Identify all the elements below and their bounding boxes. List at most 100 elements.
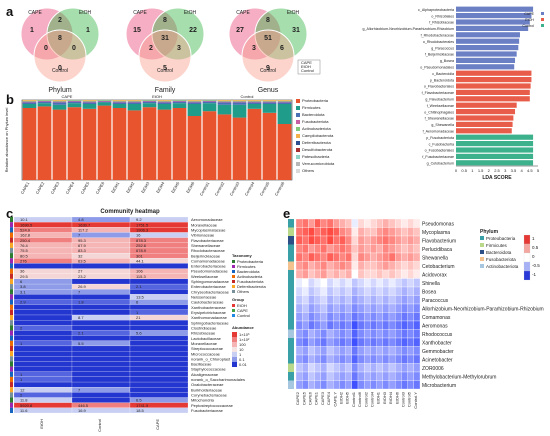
heatmap-e-cell: [345, 312, 352, 322]
heatmap-e-cell: [357, 269, 365, 279]
lda-bar: [456, 134, 534, 140]
heatmap-c-abundance-swatch: [232, 352, 237, 357]
heatmap-e-cell: [320, 329, 328, 339]
heatmap-e-cell: [320, 303, 328, 313]
bar-group-label: EtOH: [152, 94, 162, 99]
heatmap-e-cell: [314, 218, 321, 228]
heatmap-e-phylum-stripe: [288, 227, 294, 236]
heatmap-c-group-label: EtOH: [237, 303, 247, 308]
heatmap-e-cell: [388, 303, 396, 313]
bar-segment: [112, 100, 127, 102]
heatmap-e-cell: [345, 261, 352, 271]
heatmap-e-col-label: EtOH1: [376, 391, 381, 404]
bar-segment: [97, 105, 112, 180]
heatmap-e-cell: [401, 218, 408, 228]
heatmap-e-cell: [382, 269, 390, 279]
bar-segment: [52, 102, 67, 105]
lda-bar: [456, 121, 513, 127]
heatmap-c-value: 7: [78, 233, 81, 238]
heatmap-c-legend-label: Firmicutes: [237, 264, 255, 269]
heatmap-c-value: 6: [20, 279, 23, 284]
heatmap-e-cell: [333, 346, 340, 356]
heatmap-c-row-label: Vibrionaceae: [191, 233, 215, 238]
bar-segment: [112, 102, 127, 104]
heatmap-e-cell: [320, 269, 328, 279]
heatmap-c-cell: [129, 304, 189, 310]
heatmap-e-cell: [351, 227, 359, 237]
heatmap-e-cell: [351, 244, 359, 254]
bar-segment: [82, 101, 97, 103]
heatmap-e-cell: [320, 295, 328, 305]
heatmap-e-cell: [370, 380, 377, 390]
heatmap-c-value: 36: [20, 269, 25, 274]
heatmap-e-cell: [413, 244, 421, 254]
heatmap-e-cell: [314, 269, 321, 279]
heatmap-e-row-label: Microbacterium: [422, 383, 456, 389]
heatmap-e-cell: [314, 278, 321, 288]
bar-ylabel: Relative abundance on Phylum level: [4, 108, 9, 173]
heatmap-c-value: 1751.5: [136, 222, 149, 227]
heatmap-e-cell: [401, 295, 408, 305]
heatmap-e-cell: [302, 346, 309, 356]
lda-bar-label: p_Bacteroidota: [430, 78, 454, 82]
lda-bar: [456, 13, 532, 19]
heatmap-e-row-label: Comamonas: [422, 315, 451, 321]
heatmap-c-row-label: Peptostreptococcaceae: [191, 403, 234, 408]
heatmap-e-cell: [364, 227, 371, 237]
bar-segment: [67, 100, 82, 101]
heatmap-c-value: 9.2: [136, 217, 142, 222]
bar-segment: [217, 101, 232, 103]
heatmap-e-cell: [295, 320, 303, 330]
heatmap-c-tax-stripe: [10, 376, 13, 383]
lda-bar-label: o_Chitinophagales: [424, 110, 454, 114]
heatmap-c-row-label: Shewanellaceae: [191, 243, 221, 248]
bar-segment: [22, 100, 37, 101]
heatmap-e-cell: [302, 269, 309, 279]
heatmap-c-row-label: Rhodobacteraceae: [191, 248, 226, 253]
heatmap-e-row-label: Mycoplasma: [422, 230, 450, 236]
bar-legend-label: Proteobacteria: [302, 98, 329, 103]
heatmap-e-cell: [339, 312, 346, 322]
heatmap-e-cell: [376, 303, 383, 313]
lda-tick-label: 0.5: [461, 168, 467, 173]
heatmap-e-cell: [370, 244, 377, 254]
heatmap-c-tax-stripe: [10, 222, 13, 228]
heatmap-c-value: 2: [20, 325, 23, 330]
heatmap-e-cell: [376, 227, 383, 237]
heatmap-e-cell: [345, 286, 352, 296]
bar-segment: [82, 100, 97, 101]
heatmap-e-cell: [357, 278, 365, 288]
lda-bar: [456, 141, 534, 147]
heatmap-e-cell: [295, 235, 303, 245]
heatmap-e-cell: [302, 320, 309, 330]
bar-legend-label: Others: [302, 168, 314, 173]
heatmap-c-cell: [129, 361, 189, 367]
heatmap-e-cell: [333, 303, 340, 313]
heatmap-e-cell: [382, 252, 390, 262]
bar-segment: [187, 102, 202, 104]
heatmap-e-phylum-stripe: [288, 321, 294, 330]
heatmap-e-cell: [308, 380, 315, 390]
lda-bar: [456, 77, 532, 83]
heatmap-e-cell: [364, 269, 371, 279]
heatmap-e-cell: [407, 295, 414, 305]
heatmap-e-cell: [413, 312, 421, 322]
bar-legend-swatch: [296, 113, 300, 117]
heatmap-e-cell: [370, 218, 377, 228]
heatmap-c-value: 252.6: [136, 243, 147, 248]
heatmap-c-cell: [13, 351, 73, 357]
heatmap-c-value: 23.2: [78, 274, 87, 279]
heatmap-e-row-label: Rhodococcus: [422, 332, 453, 338]
venn-region-count: 2: [149, 45, 153, 52]
bar-sample-label: CAPE6: [94, 180, 105, 195]
heatmap-e-phylum-stripe: [288, 253, 294, 262]
heatmap-c-row-label: norank_o_Saccharimonadales: [191, 377, 245, 382]
heatmap-e-cell: [376, 269, 383, 279]
heatmap-e-cell: [357, 286, 365, 296]
lda-tick-label: 4.5: [527, 168, 533, 173]
heatmap-e-cell: [407, 278, 414, 288]
lda-bar-label: c_Alphaproteobacteria: [418, 8, 454, 12]
heatmap-e-cell: [357, 354, 365, 364]
bar-sample-label: CAPE3: [49, 180, 60, 195]
heatmap-c-tax-stripe: [10, 345, 13, 352]
